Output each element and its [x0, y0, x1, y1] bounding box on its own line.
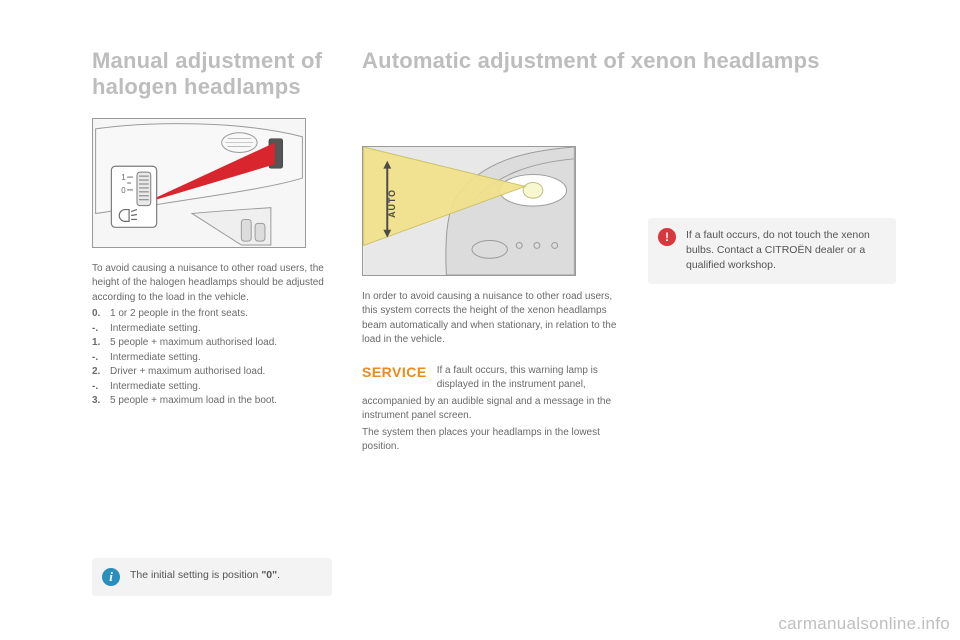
- left-intro: To avoid causing a nuisance to other roa…: [92, 262, 332, 306]
- service-block: SERVICE If a fault occurs, this warning …: [362, 364, 622, 455]
- right-column: ! If a fault occurs, do not touch the xe…: [648, 218, 896, 284]
- mid-column: Automatic adjustment of xenon headlamps: [362, 48, 622, 455]
- fault-line-3: The system then places your headlamps in…: [362, 426, 622, 455]
- figure-xenon-beam: AUTO: [362, 146, 576, 276]
- settings-list: 0.1 or 2 people in the front seats. -.In…: [92, 307, 332, 409]
- bottom-note: i The initial setting is position "0".: [92, 558, 332, 596]
- svg-text:0: 0: [121, 186, 126, 195]
- list-item: 1.5 people + maximum authorised load.: [92, 336, 332, 351]
- fault-line-1: If a fault occurs, this warning lamp is …: [437, 364, 622, 393]
- svg-text:1: 1: [121, 173, 125, 182]
- list-item: -.Intermediate setting.: [92, 351, 332, 366]
- warning-text: If a fault occurs, do not touch the xeno…: [686, 228, 884, 274]
- warning-icon: !: [658, 228, 676, 246]
- watermark: carmanualsonline.info: [778, 614, 950, 634]
- list-item: -.Intermediate setting.: [92, 380, 332, 395]
- service-warning-icon: SERVICE: [362, 364, 427, 380]
- fault-line-2: accompanied by an audible signal and a m…: [362, 395, 622, 424]
- manual-page: Manual adjustment of halogen headlamps: [0, 0, 960, 640]
- svg-text:AUTO: AUTO: [387, 189, 397, 218]
- mid-heading: Automatic adjustment of xenon headlamps: [362, 48, 622, 74]
- mid-intro: In order to avoid causing a nuisance to …: [362, 290, 622, 348]
- left-column: Manual adjustment of halogen headlamps: [92, 48, 332, 409]
- list-item: 2.Driver + maximum authorised load.: [92, 365, 332, 380]
- list-item: 3.5 people + maximum load in the boot.: [92, 394, 332, 409]
- figure-dashboard-dial: 1 0: [92, 118, 306, 248]
- left-heading: Manual adjustment of halogen headlamps: [92, 48, 332, 100]
- list-item: -.Intermediate setting.: [92, 322, 332, 337]
- list-item: 0.1 or 2 people in the front seats.: [92, 307, 332, 322]
- warning-box: ! If a fault occurs, do not touch the xe…: [648, 218, 896, 284]
- initial-setting-note: The initial setting is position "0".: [130, 568, 280, 583]
- info-icon: i: [102, 568, 120, 586]
